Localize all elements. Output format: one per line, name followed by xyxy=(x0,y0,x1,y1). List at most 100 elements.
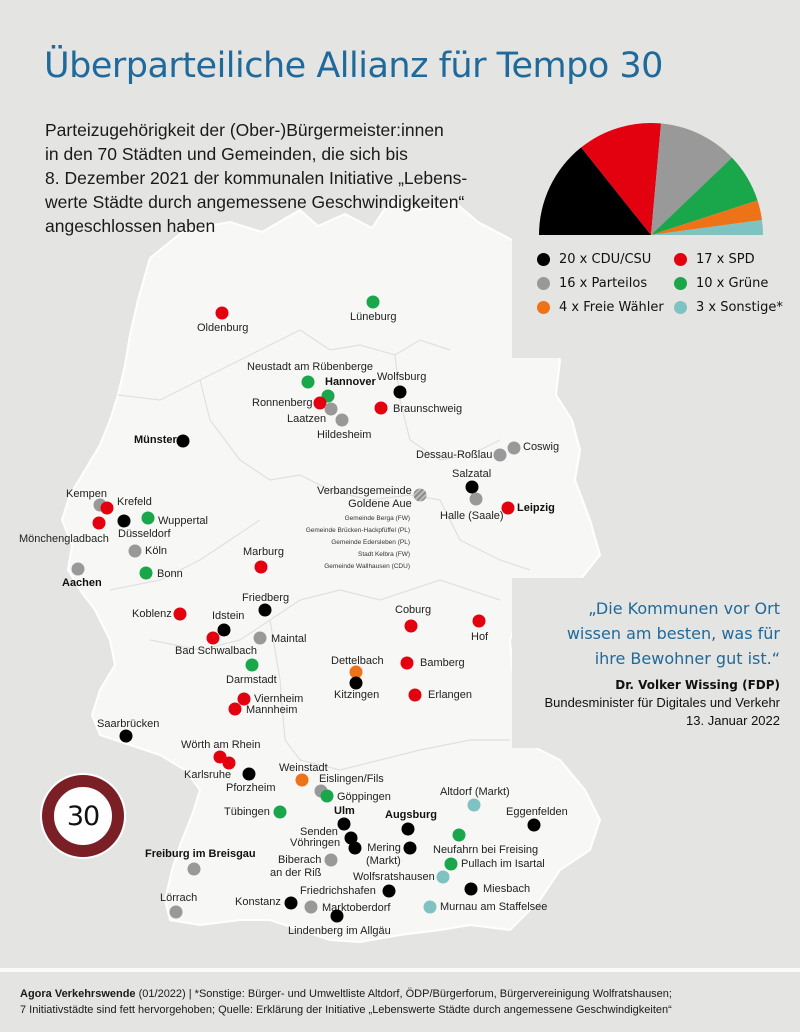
city-marker xyxy=(335,413,349,427)
pie-slice-freie-w-hler xyxy=(651,200,762,235)
city-label: Coburg xyxy=(395,604,432,616)
quote-attribution: Dr. Volker Wissing (FDP) Bundesminister … xyxy=(544,676,780,730)
pie-slice-gr-ne xyxy=(651,157,758,235)
state-borders xyxy=(109,329,531,771)
city-label: Braunschweig xyxy=(393,403,463,415)
city-marker xyxy=(228,702,242,716)
city-marker xyxy=(349,665,363,679)
city-label: Ulm xyxy=(334,805,355,817)
city-marker xyxy=(400,656,414,670)
city-label: Lindenberg im Allgäu xyxy=(288,925,391,937)
legend-label: 16 x Parteilos xyxy=(559,276,648,291)
legend-label: 3 x Sonstige* xyxy=(696,300,783,315)
city-marker xyxy=(374,401,388,415)
city-label: Krefeld xyxy=(117,496,152,508)
city-marker xyxy=(253,631,267,645)
legend-label: 20 x CDU/CSU xyxy=(559,252,652,267)
city-label: Dettelbach xyxy=(331,655,384,667)
city-marker xyxy=(117,514,131,528)
legend-label: 10 x Grüne xyxy=(696,276,769,291)
city-marker xyxy=(242,767,256,781)
city-marker xyxy=(320,789,334,803)
city-marker xyxy=(527,818,541,832)
city-marker xyxy=(173,607,187,621)
quote-text: „Die Kommunen vor Ort wissen am besten, … xyxy=(567,596,780,671)
legend-swatch-fw xyxy=(537,301,550,314)
city-label: Darmstadt xyxy=(226,674,277,686)
city-marker xyxy=(393,385,407,399)
city-label: Düsseldorf xyxy=(118,528,171,540)
city-marker xyxy=(295,773,309,787)
half-pie-chart xyxy=(539,123,763,235)
city-marker xyxy=(215,306,229,320)
city-label: Wolfsburg xyxy=(377,371,427,383)
city-label: Konstanz xyxy=(235,896,281,908)
city-label: Mannheim xyxy=(246,704,298,716)
sign-value: 30 xyxy=(66,800,100,832)
city-label: Friedberg xyxy=(242,592,290,604)
city-marker xyxy=(176,434,190,448)
city-label: Oldenburg xyxy=(197,322,249,334)
city-label: Salzatal xyxy=(452,468,492,480)
city-label: Pforzheim xyxy=(226,782,276,794)
city-label: Kempen xyxy=(66,488,107,500)
city-marker xyxy=(100,501,114,515)
pie-slice-spd xyxy=(581,123,662,235)
city-marker xyxy=(71,562,85,576)
city-label: Köln xyxy=(145,545,168,557)
city-marker xyxy=(92,516,106,530)
city-marker xyxy=(382,884,396,898)
city-marker xyxy=(324,402,338,416)
city-label: Coswig xyxy=(523,441,560,453)
city-marker xyxy=(254,560,268,574)
legend-label: 17 x SPD xyxy=(696,252,755,267)
city-label: Karlsruhe xyxy=(184,769,232,781)
city-label: Dessau-Roßlau xyxy=(416,449,493,461)
city-label: Lüneburg xyxy=(350,311,397,323)
city-marker xyxy=(348,841,362,855)
city-label: Hannover xyxy=(325,376,376,388)
member-label: Gemeinde Wallhausen (CDU) xyxy=(324,563,410,570)
city-marker xyxy=(344,831,358,845)
city-label: Murnau am Staffelsee xyxy=(440,901,548,913)
subtitle-line: angeschlossen haben xyxy=(45,216,216,236)
pie-slice-parteilos xyxy=(651,123,732,235)
city-marker xyxy=(273,805,287,819)
city-marker xyxy=(141,511,155,525)
city-label: Bad Schwalbach xyxy=(175,645,257,657)
city-label: Lörrach xyxy=(160,892,198,904)
legend-item-sonstige: 3 x Sonstige* xyxy=(674,300,783,315)
quote-panel xyxy=(512,578,800,748)
infographic-canvas: Überparteiliche Allianz für Tempo 30 Par… xyxy=(19,46,800,944)
city-marker xyxy=(493,448,507,462)
city-marker xyxy=(501,501,515,515)
city-label: Halle (Saale) xyxy=(440,510,504,522)
subtitle-line: in den 70 Städten und Gemeinden, die sic… xyxy=(45,144,408,164)
city-marker xyxy=(408,688,422,702)
city-marker xyxy=(187,862,201,876)
city-label: Leipzig xyxy=(517,502,555,514)
city-marker xyxy=(507,441,521,455)
city-marker xyxy=(119,729,133,743)
city-label: Eislingen/Fils xyxy=(319,773,384,785)
subtitle-line: 8. Dezember 2021 der kommunalen Initiati… xyxy=(45,168,468,188)
city-label: Münster xyxy=(134,434,177,446)
footer-line-1-rest: (01/2022) | *Sonstige: Bürger- und Umwel… xyxy=(135,988,672,1000)
city-marker xyxy=(222,756,236,770)
city-label: Wolfsratshausen xyxy=(353,871,435,883)
city-marker xyxy=(472,614,486,628)
city-label: Bonn xyxy=(157,568,183,580)
goldene-aue-dot xyxy=(413,488,427,502)
quote-author: Dr. Volker Wissing (FDP) xyxy=(615,678,780,692)
city-label: Marburg xyxy=(243,546,284,558)
legend-item-fw: 4 x Freie Wähler xyxy=(537,300,664,315)
page-title: Überparteiliche Allianz für Tempo 30 xyxy=(44,46,663,86)
city-marker xyxy=(237,692,251,706)
city-marker xyxy=(464,882,478,896)
city-marker xyxy=(436,870,450,884)
city-marker xyxy=(128,544,142,558)
footer-text: Agora Verkehrswende (01/2022) | *Sonstig… xyxy=(20,986,672,1018)
city-label: Augsburg xyxy=(385,809,437,821)
city-label: Eggenfelden xyxy=(506,806,568,818)
city-label: Idstein xyxy=(212,610,245,622)
